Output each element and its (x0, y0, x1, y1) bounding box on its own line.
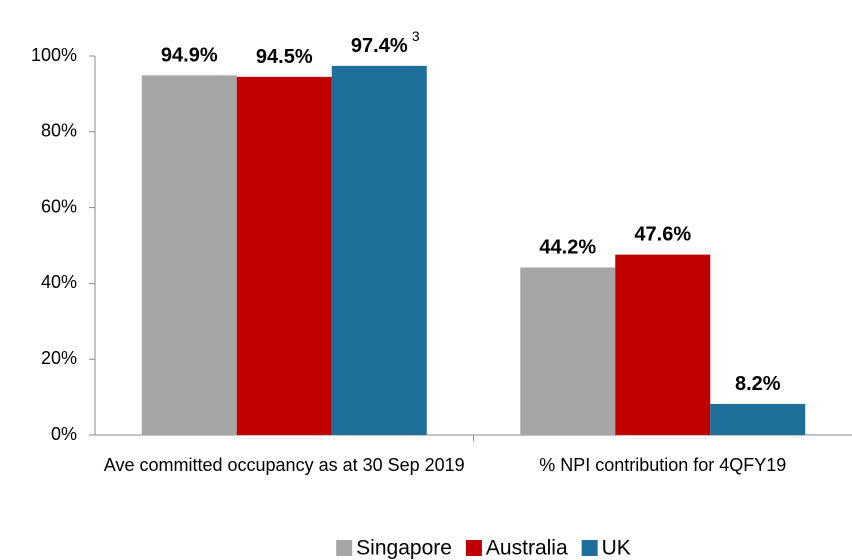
annotation: 3 (412, 28, 420, 44)
legend-item: UK (581, 537, 631, 560)
legend-swatch (465, 540, 482, 556)
legend-label: Australia (486, 537, 568, 560)
x-tick-label: % NPI contribution for 4QFY19 (539, 455, 786, 475)
x-tick-label-line: Ave committed occupancy as at 30 Sep 201… (104, 455, 465, 475)
y-tick-label: 80% (41, 121, 77, 141)
data-label: 47.6% (634, 224, 691, 246)
bar (520, 267, 616, 435)
data-label: 44.2% (539, 236, 596, 258)
bar (236, 76, 332, 435)
bar (141, 75, 237, 435)
legend-swatch (581, 540, 598, 556)
x-tick-label: Ave committed occupancy as at 30 Sep 201… (104, 455, 465, 475)
legend-label: Singapore (356, 537, 452, 560)
bar (710, 403, 806, 435)
data-label: 94.5% (256, 46, 313, 68)
data-label: 97.4% (351, 35, 408, 57)
y-tick-label: 20% (41, 348, 77, 368)
legend-label: UK (602, 537, 631, 560)
data-label: 94.9% (161, 44, 218, 66)
y-tick-label: 100% (31, 45, 77, 65)
bar (331, 65, 427, 435)
y-tick-label: 60% (41, 196, 77, 216)
legend-item: Australia (465, 537, 568, 560)
data-label: 8.2% (735, 373, 781, 395)
y-tick-label: 40% (41, 272, 77, 292)
legend-item: Singapore (336, 537, 452, 560)
y-tick-label: 0% (51, 424, 77, 444)
bar (615, 254, 711, 435)
x-tick-label-line: % NPI contribution for 4QFY19 (539, 455, 786, 475)
legend-swatch (336, 540, 353, 556)
